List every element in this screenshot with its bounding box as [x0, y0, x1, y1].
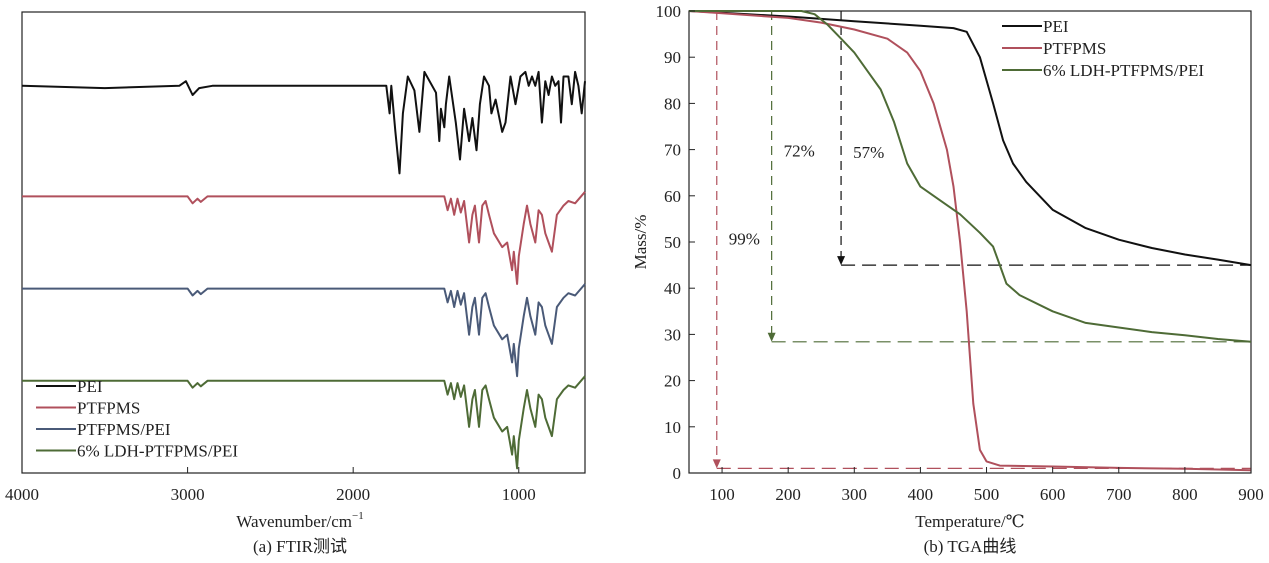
tga-annotation-arrow-icon [767, 332, 776, 342]
tga-legend-label: 6% LDH-PTFPMS/PEI [1043, 61, 1204, 80]
tga-series-pei [688, 10, 1252, 267]
tga-panel: 57% 72% 99% 100 200 300 400 500 600 700 800 900 0 1… [631, 2, 1264, 556]
tga-ylabel: Mass/% [631, 215, 650, 270]
tga-legend-label: PTFPMS [1043, 39, 1106, 58]
ftir-xlabel: Wavenumber/cm−1 [236, 510, 363, 531]
ftir-title: (a) FTIR测试 [253, 537, 347, 556]
ftir-series-pei [21, 70, 586, 175]
tga-title: (b) TGA曲线 [924, 537, 1017, 556]
ftir-legend: PEI PTFPMS PTFPMS/PEI 6% LDH-PTFPMS/PEI [36, 377, 238, 461]
tga-ytick-label: 60 [664, 187, 681, 206]
ftir-series-ptfpms-pei [22, 283, 586, 378]
tga-xtick-label: 500 [974, 485, 1000, 504]
ftir-legend-label: 6% LDH-PTFPMS/PEI [77, 442, 238, 461]
tga-series-6pct-ldh-ptfpms-pei [689, 10, 1252, 343]
ftir-series-6pct-ldh-ptfpms-pei [22, 375, 586, 470]
tga-ytick-label: 70 [664, 141, 681, 160]
tga-ytick-label: 10 [664, 418, 681, 437]
tga-ytick-label: 100 [656, 2, 682, 21]
ftir-series-ptfpms [22, 191, 586, 285]
tga-xlabel: Temperature/℃ [915, 512, 1024, 531]
tga-ytick-label: 40 [664, 279, 681, 298]
tga-xtick-label: 200 [775, 485, 801, 504]
ftir-legend-label: PTFPMS/PEI [77, 420, 171, 439]
ftir-panel: 4000 3000 2000 1000 PEI PTFPMS PTFPMS/PEI 6% L… [5, 11, 586, 556]
tga-ytick-label: 30 [664, 325, 681, 344]
ftir-xtick-label: 2000 [336, 485, 370, 504]
tga-legend-label: PEI [1043, 17, 1069, 36]
tga-xtick-label: 700 [1106, 485, 1132, 504]
ftir-xtick-label: 1000 [502, 485, 536, 504]
ftir-xtick-label: 4000 [5, 485, 39, 504]
tga-annotation-label: 57% [853, 143, 884, 162]
tga-xtick-label: 800 [1172, 485, 1198, 504]
ftir-xtick-label: 3000 [171, 485, 205, 504]
tga-xtick-label: 900 [1238, 485, 1264, 504]
tga-series-ptfpms [688, 10, 1252, 472]
tga-annotation-arrow-icon [837, 256, 846, 266]
tga-annotation-arrow-icon [712, 459, 721, 469]
tga-annotation-label: 72% [784, 141, 815, 160]
tga-xtick-label: 300 [842, 485, 868, 504]
tga-xtick-label: 400 [908, 485, 934, 504]
tga-xtick-label: 100 [709, 485, 735, 504]
tga-ytick-label: 90 [664, 48, 681, 67]
tga-ytick-label: 0 [673, 464, 682, 483]
tga-legend: PEI PTFPMS 6% LDH-PTFPMS/PEI [1002, 17, 1204, 80]
ftir-plot-frame [21, 11, 586, 474]
ftir-legend-label: PEI [77, 377, 103, 396]
tga-ytick-label: 20 [664, 372, 681, 391]
ftir-legend-label: PTFPMS [77, 399, 140, 418]
tga-annotation-label: 99% [729, 230, 760, 249]
tga-ytick-label: 80 [664, 94, 681, 113]
tga-plot-frame [688, 10, 1252, 474]
tga-xtick-label: 600 [1040, 485, 1066, 504]
tga-ytick-label: 50 [664, 233, 681, 252]
